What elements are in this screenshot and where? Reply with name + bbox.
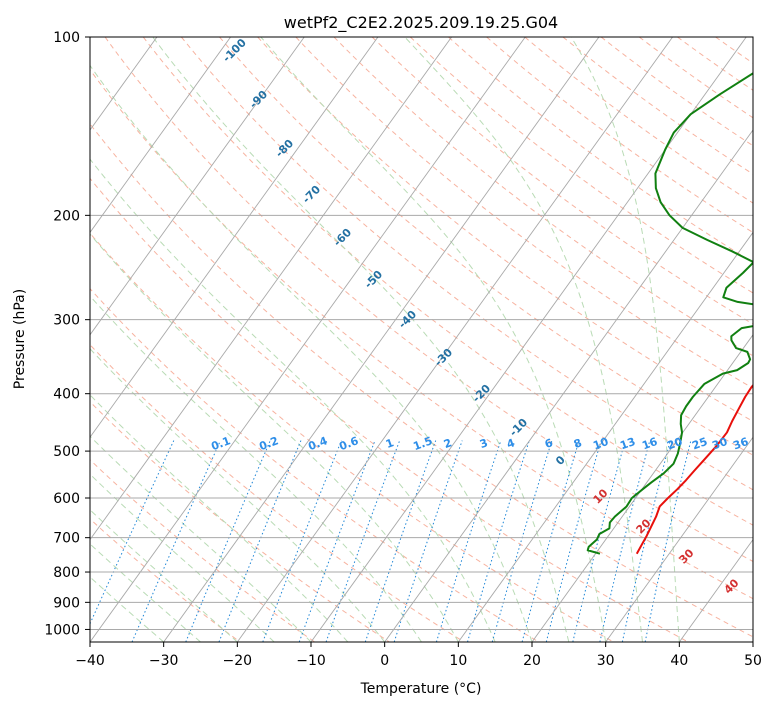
y-tick-label: 900 <box>53 595 80 611</box>
x-tick-label: 20 <box>523 653 541 669</box>
x-axis-label: Temperature (°C) <box>360 681 482 697</box>
x-tick-label: −10 <box>296 653 326 669</box>
y-tick-label: 1000 <box>44 622 80 638</box>
x-tick-label: 50 <box>744 653 762 669</box>
x-tick-label: 0 <box>380 653 389 669</box>
x-tick-label: 40 <box>670 653 688 669</box>
y-tick-label: 500 <box>53 444 80 460</box>
y-tick-label: 200 <box>53 208 80 224</box>
x-tick-label: −30 <box>149 653 179 669</box>
y-axis-label: Pressure (hPa) <box>12 289 28 389</box>
y-tick-label: 100 <box>53 30 80 46</box>
x-tick-label: −20 <box>223 653 253 669</box>
y-tick-label: 400 <box>53 387 80 403</box>
y-tick-label: 600 <box>53 491 80 507</box>
x-tick-label: 30 <box>597 653 615 669</box>
y-tick-label: 700 <box>53 531 80 547</box>
x-tick-label: −40 <box>75 653 105 669</box>
chart-title: wetPf2_C2E2.2025.209.19.25.G04 <box>284 13 558 33</box>
x-tick-label: 10 <box>449 653 467 669</box>
y-tick-label: 300 <box>53 313 80 329</box>
y-tick-label: 800 <box>53 565 80 581</box>
